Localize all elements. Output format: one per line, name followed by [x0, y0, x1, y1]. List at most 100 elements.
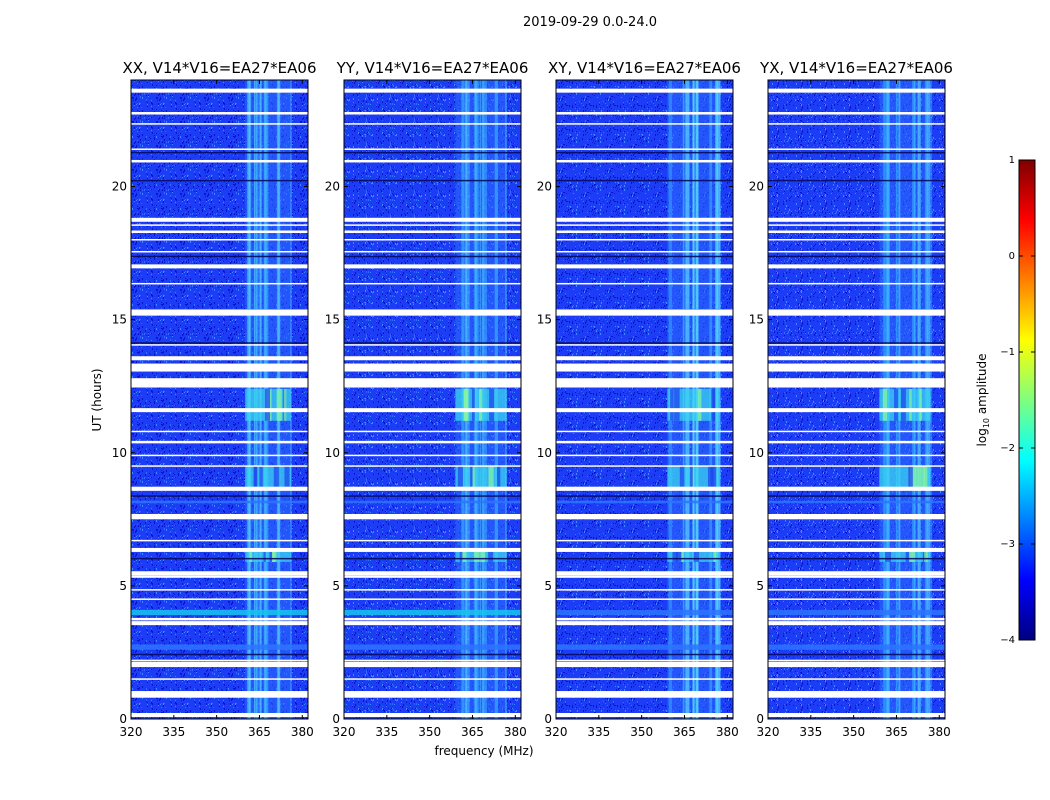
flagged-row	[768, 589, 945, 591]
dark-line	[768, 151, 945, 154]
rfi-burst-detail	[681, 551, 684, 562]
flagged-row	[131, 88, 308, 93]
rfi-burst-detail	[713, 551, 717, 562]
dark-line	[131, 255, 308, 258]
flagged-gap	[768, 378, 945, 388]
flagged-gap	[344, 571, 521, 576]
flagged-row	[344, 239, 521, 241]
rfi-burst	[245, 551, 291, 562]
dark-line	[768, 653, 945, 656]
rfi-burst-detail	[923, 466, 928, 488]
x-tick-label: 365	[673, 725, 696, 739]
flagged-row	[344, 589, 521, 591]
rfi-burst-detail	[474, 551, 480, 562]
rfi-burst-detail	[919, 388, 922, 421]
dark-line	[556, 151, 733, 154]
bright-band	[556, 609, 733, 616]
flagged-gap	[344, 378, 521, 388]
flagged-row	[556, 713, 733, 718]
x-tick-label: 335	[375, 725, 398, 739]
flagged-gap	[768, 513, 945, 520]
flagged-row	[768, 112, 945, 115]
flagged-row	[768, 344, 945, 346]
flagged-row	[556, 123, 733, 125]
flagged-row	[344, 465, 521, 467]
flagged-row	[131, 575, 308, 578]
rfi-burst	[667, 551, 719, 562]
dark-line	[344, 179, 521, 182]
panel-frame	[555, 79, 734, 720]
y-tick-label: 5	[756, 579, 764, 593]
flagged-row	[768, 440, 945, 444]
rfi-streak	[717, 80, 721, 719]
panel-title: YX, V14*V16=EA27*EA06	[759, 59, 953, 77]
flagged-row	[131, 659, 308, 662]
dark-line	[344, 342, 521, 344]
flagged-row	[768, 217, 945, 222]
flagged-gap	[131, 513, 308, 520]
flagged-gap	[768, 571, 945, 576]
flagged-gap	[768, 661, 945, 668]
flagged-row	[131, 539, 308, 542]
rfi-burst-detail	[670, 388, 674, 421]
flagged-row	[344, 575, 521, 578]
rfi-burst-detail	[479, 388, 483, 421]
rfi-burst-detail	[264, 388, 270, 421]
flagged-row	[556, 659, 733, 662]
flagged-row	[131, 408, 308, 413]
rfi-burst-detail	[915, 466, 920, 488]
flagged-gap	[556, 571, 733, 576]
flagged-row	[344, 159, 521, 163]
rfi-burst-detail	[894, 388, 899, 421]
dark-line	[344, 495, 521, 497]
flagged-row	[131, 465, 308, 467]
x-tick-label: 350	[418, 725, 441, 739]
dark-line	[768, 179, 945, 182]
rfi-burst-detail	[269, 551, 273, 562]
rfi-burst-detail	[672, 551, 678, 562]
dark-line	[768, 342, 945, 344]
flagged-row	[556, 112, 733, 115]
flagged-row	[768, 539, 945, 542]
flagged-gap	[131, 311, 308, 316]
dark-line	[344, 151, 521, 154]
rfi-burst-detail	[905, 551, 910, 562]
y-tick-label: 0	[756, 712, 764, 726]
rfi-burst-detail	[472, 466, 475, 488]
rfi-burst-detail	[901, 388, 906, 421]
flagged-row	[556, 282, 733, 285]
flagged-row	[131, 486, 308, 491]
dark-line	[768, 495, 945, 497]
dark-line	[556, 179, 733, 182]
rfi-burst-detail	[882, 388, 888, 421]
panel-1: XX, V14*V16=EA27*EA06 320 335 350 365 380 0 5 10…	[112, 59, 317, 739]
flagged-row	[131, 217, 308, 222]
flagged-row	[556, 430, 733, 433]
flagged-row	[556, 264, 733, 269]
flagged-row	[344, 598, 521, 600]
y-tick-label: 5	[544, 579, 552, 593]
y-tick-label: 15	[112, 313, 127, 327]
rfi-burst-detail	[276, 388, 282, 421]
panel-frame	[343, 79, 522, 720]
bright-band	[556, 644, 733, 650]
flagged-row	[344, 547, 521, 552]
panel-frame	[130, 79, 309, 720]
rfi-burst	[879, 551, 931, 562]
flagged-gap	[344, 691, 521, 698]
flagged-row	[768, 224, 945, 226]
panel-frame	[767, 79, 946, 720]
x-tick-label: 365	[248, 725, 271, 739]
flagged-row	[131, 123, 308, 125]
flagged-row	[556, 598, 733, 600]
bright-band	[344, 500, 521, 504]
x-tick-label: 380	[504, 725, 527, 739]
flagged-row	[556, 309, 733, 312]
y-tick-label: 10	[112, 446, 127, 460]
flagged-row	[344, 356, 521, 361]
flagged-row	[131, 713, 308, 718]
flagged-row	[344, 440, 521, 444]
flagged-row	[556, 148, 733, 150]
rfi-burst-detail	[470, 466, 473, 488]
dark-line	[131, 151, 308, 154]
